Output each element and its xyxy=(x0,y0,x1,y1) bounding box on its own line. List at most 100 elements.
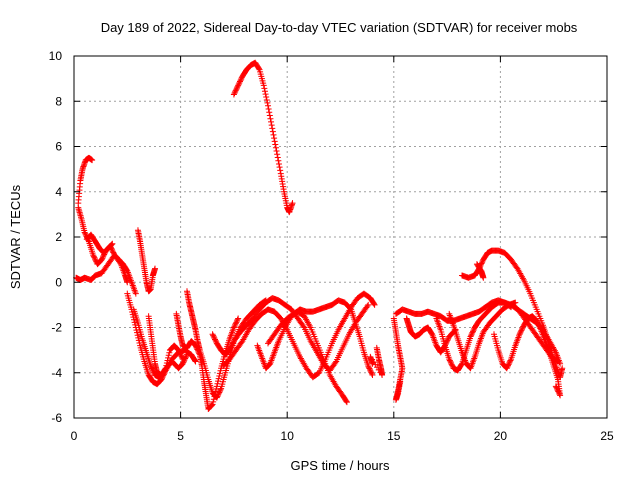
data-point xyxy=(162,366,169,373)
data-point xyxy=(536,324,543,331)
data-point xyxy=(503,365,510,372)
data-point xyxy=(274,151,281,158)
data-point xyxy=(267,115,274,122)
data-point xyxy=(210,332,217,339)
data-marks xyxy=(73,59,566,412)
data-point xyxy=(230,91,237,98)
y-tick-label: 8 xyxy=(55,94,62,108)
data-point xyxy=(82,230,89,237)
data-point xyxy=(215,392,222,399)
data-point xyxy=(134,332,141,339)
data-point xyxy=(271,138,278,145)
data-point xyxy=(176,348,183,355)
data-point xyxy=(233,319,240,326)
data-point xyxy=(175,347,182,354)
data-point xyxy=(554,385,561,392)
data-point xyxy=(235,81,242,88)
data-point xyxy=(177,352,184,359)
data-point xyxy=(233,86,240,93)
data-point xyxy=(81,229,88,236)
data-point xyxy=(177,351,184,358)
data-point xyxy=(369,372,376,379)
data-point xyxy=(261,85,268,92)
data-point xyxy=(99,255,106,262)
data-point xyxy=(506,360,513,367)
data-point xyxy=(265,102,272,109)
x-tick-label: 20 xyxy=(494,429,508,443)
data-point xyxy=(230,324,237,331)
data-point xyxy=(554,358,561,365)
data-point xyxy=(269,125,276,132)
data-point xyxy=(231,323,238,330)
data-point xyxy=(555,388,562,395)
data-point xyxy=(343,398,350,405)
x-tick-label: 0 xyxy=(71,429,78,443)
data-point xyxy=(533,317,540,324)
data-point xyxy=(366,365,373,372)
data-point xyxy=(552,383,559,390)
data-point xyxy=(556,391,563,398)
data-point xyxy=(458,361,465,368)
data-point xyxy=(135,334,142,341)
data-point xyxy=(289,200,296,207)
data-point xyxy=(234,316,241,323)
data-point xyxy=(212,337,219,344)
data-point xyxy=(276,164,283,171)
data-point xyxy=(228,343,235,350)
data-point xyxy=(208,402,215,409)
y-tick-label: 2 xyxy=(55,230,62,244)
data-point xyxy=(208,402,215,409)
x-tick-label: 5 xyxy=(177,429,184,443)
data-point xyxy=(559,365,566,372)
data-point xyxy=(212,336,219,343)
data-point xyxy=(179,354,186,361)
data-point xyxy=(534,320,541,327)
data-point xyxy=(235,82,242,89)
data-point xyxy=(428,330,435,337)
y-tick-label: 6 xyxy=(55,140,62,154)
data-point xyxy=(444,337,451,344)
data-point xyxy=(229,340,236,347)
series-arc3 xyxy=(73,252,131,286)
chart-title: Day 189 of 2022, Sidereal Day-to-day VTE… xyxy=(101,20,578,35)
data-point xyxy=(132,290,139,297)
data-point xyxy=(217,367,224,374)
data-point xyxy=(364,303,371,310)
data-point xyxy=(232,87,239,94)
x-tick-label: 15 xyxy=(387,429,401,443)
data-point xyxy=(469,329,476,336)
data-point xyxy=(234,83,241,90)
data-point xyxy=(368,369,375,376)
data-point xyxy=(265,106,272,113)
series-arc25 xyxy=(510,301,561,365)
data-point xyxy=(163,360,170,367)
data-point xyxy=(505,362,512,369)
data-point xyxy=(516,331,523,338)
data-point xyxy=(232,321,239,328)
data-point xyxy=(231,90,238,97)
data-point xyxy=(467,333,474,340)
data-point xyxy=(534,319,541,326)
data-point xyxy=(272,141,279,148)
data-point xyxy=(506,358,513,365)
series-arc8 xyxy=(145,313,186,379)
data-point xyxy=(369,360,376,367)
data-point xyxy=(216,370,223,377)
x-tick-label: 10 xyxy=(281,429,295,443)
data-point xyxy=(371,301,378,308)
data-point xyxy=(164,357,171,364)
data-point xyxy=(470,327,477,334)
data-point xyxy=(368,370,375,377)
data-point xyxy=(448,360,455,367)
axis-ticks: 0 5 10 15 20 25 -6 -4 -2 0 2 4 6 8 10 xyxy=(49,49,614,443)
data-point xyxy=(210,398,217,405)
y-tick-label: 4 xyxy=(55,185,62,199)
data-point xyxy=(124,279,131,286)
data-point xyxy=(557,392,564,399)
series-arc15 xyxy=(230,59,296,216)
data-point xyxy=(469,328,476,335)
data-point xyxy=(367,368,374,375)
data-point xyxy=(263,96,270,103)
data-point xyxy=(108,242,115,249)
